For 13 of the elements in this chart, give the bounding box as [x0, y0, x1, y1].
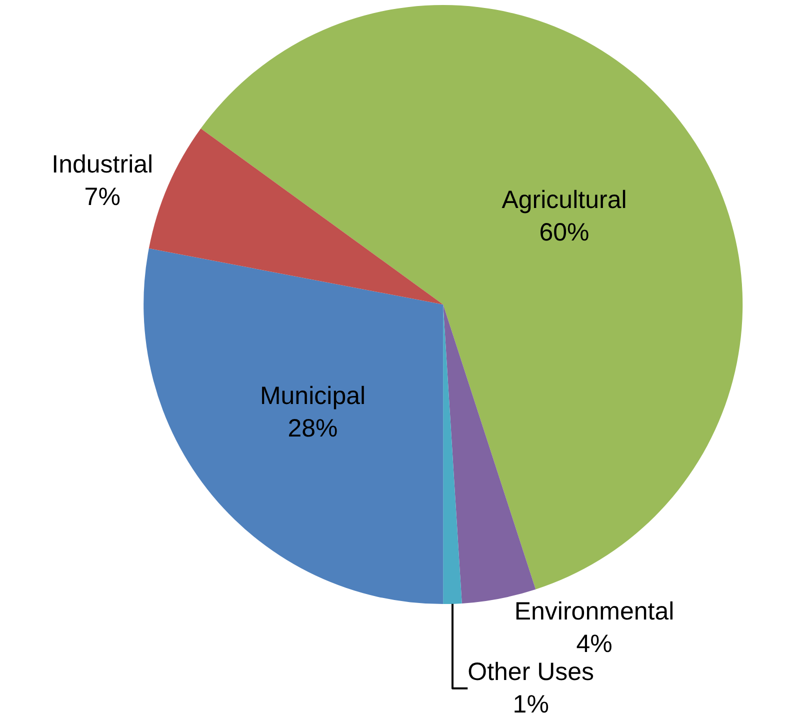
data-label: 1% — [512, 690, 549, 719]
pie-slice — [443, 304, 462, 604]
data-label: 7% — [84, 183, 120, 212]
data-label: 28% — [288, 414, 338, 443]
slice-label: Municipal — [260, 382, 366, 410]
data-label: 4% — [576, 630, 612, 658]
slice-label: Agricultural — [502, 186, 627, 214]
slice-label: Other Uses — [468, 658, 594, 686]
pie-slice — [144, 248, 444, 604]
data-label: 60% — [539, 218, 590, 247]
slice-label: Environmental — [514, 598, 674, 626]
pie-slice — [200, 5, 742, 590]
slice-label: Industrial — [52, 150, 154, 179]
